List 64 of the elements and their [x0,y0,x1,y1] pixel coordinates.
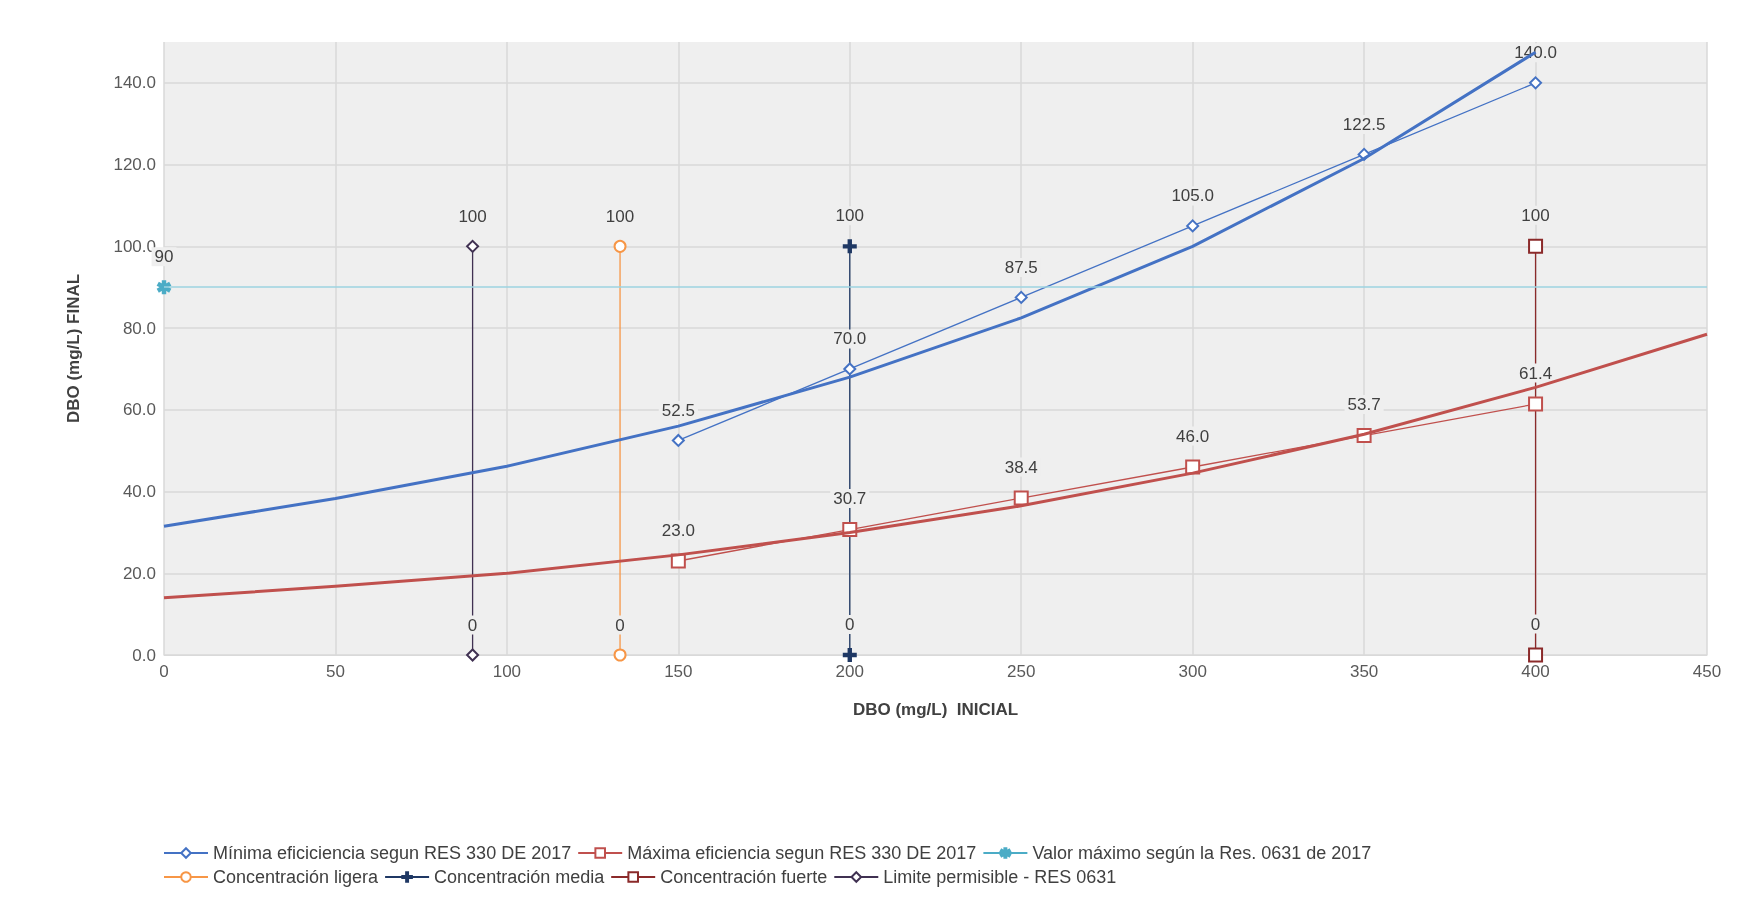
point [843,362,857,376]
data-label: 23.0 [661,520,695,540]
y-tick-label: 20.0 [122,563,156,583]
data-label: 0 [845,615,855,634]
data-label: 0 [615,615,625,635]
legend-label: Concentración ligera [213,867,380,887]
x-tick-label: 150 [664,662,693,681]
y-tick-label: 140.0 [113,73,156,93]
line-series [162,332,1709,600]
legend-label: Máxima eficiencia segun RES 330 DE 2017 [627,843,977,863]
y-tick-label: 40.0 [122,482,156,502]
data-label: 70.0 [833,329,867,349]
data-label: 61.4 [1519,363,1553,383]
data-label: 0 [1530,614,1541,634]
point [466,239,480,253]
y-tick-label: 0.0 [132,645,156,665]
data-label: 122.5 [1342,114,1386,134]
data-label: 100 [1521,205,1550,225]
legend-label: Limite permisible - RES 0631 [883,867,1117,887]
data-label: 53.7 [1347,395,1381,415]
point [671,433,685,447]
data-label: 100 [835,206,864,226]
data-label: 87.5 [1004,257,1038,277]
data-label: 30.7 [833,489,867,509]
y-tick-label: 100.0 [113,236,156,256]
y-tick-label: 60.0 [122,400,156,420]
y-tick-label: 80.0 [122,318,156,338]
data-label: 100 [605,206,635,226]
y-axis-title: DBO (mg/L) FINAL [64,273,83,424]
point [1529,76,1543,90]
point [1014,290,1028,304]
x-tick-label: 50 [325,662,345,681]
point [466,648,480,662]
x-tick-label: 100 [492,662,522,681]
legend-label: Concentración fuerte [660,867,828,887]
point [842,648,857,662]
data-label: 105.0 [1171,186,1214,206]
x-tick-label: 450 [1692,662,1722,681]
y-tick-label: 120.0 [113,155,156,175]
x-tick-label: 300 [1178,662,1207,681]
x-tick-label: 0 [159,662,169,681]
point [157,280,171,295]
legend-label: Mínima eficiciencia segun RES 330 DE 2017 [213,843,572,863]
point [613,648,627,662]
legend-label: Concentración media [434,867,606,887]
data-label: 100 [458,206,487,226]
x-axis-title: DBO (mg/L) INICIAL [852,700,1019,719]
x-tick-label: 200 [835,662,864,681]
data-label: 90 [154,247,174,267]
point [1528,238,1544,254]
point [613,239,627,253]
legend-label: Valor máximo según la Res. 0631 de 2017 [1032,843,1372,863]
data-label: 0 [467,615,478,635]
point [1186,219,1200,233]
x-tick-label: 400 [1521,662,1550,681]
point [1528,396,1544,412]
data-label: 46.0 [1176,426,1210,446]
point [1528,647,1544,663]
data-label: 52.5 [661,400,695,420]
point [842,239,857,254]
x-tick-label: 350 [1349,662,1379,681]
data-label: 38.4 [1004,457,1038,477]
x-tick-label: 250 [1007,662,1036,681]
data-label: 140.0 [1514,43,1557,63]
